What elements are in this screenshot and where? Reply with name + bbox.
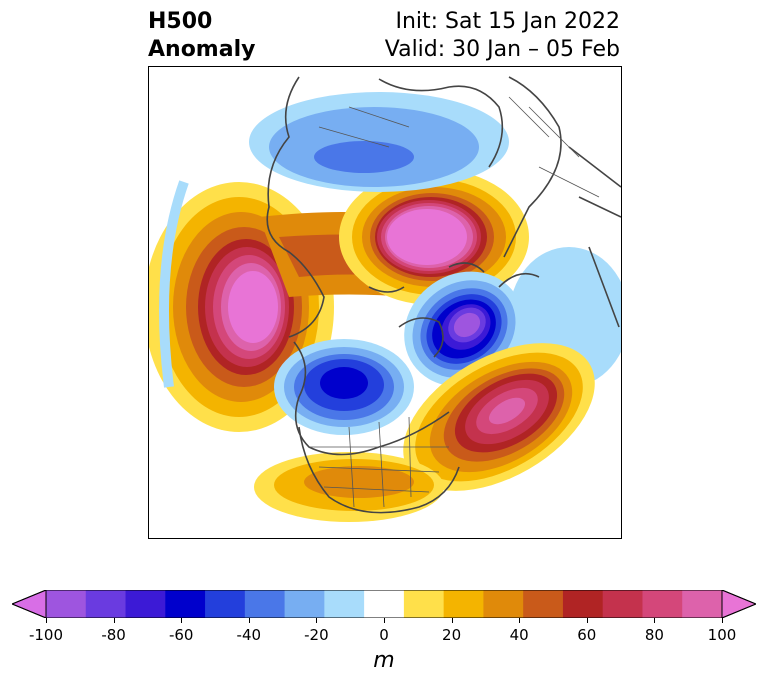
extend-max-arrow-icon — [721, 590, 756, 618]
colorbar-tick-label: 20 — [442, 626, 462, 644]
colorbar-units: m — [373, 648, 395, 673]
title-field: Anomaly — [148, 37, 256, 62]
colorbar-cell — [682, 590, 723, 618]
colorbar-cell — [165, 590, 206, 618]
colorbar-cell — [284, 590, 325, 618]
us-ridge-band — [254, 452, 444, 522]
colorbar-tick-mark — [722, 618, 723, 623]
colorbar-tick-mark — [384, 618, 385, 623]
colorbar-tick-mark — [586, 618, 588, 623]
colorbar-cell — [324, 590, 365, 618]
pacific-ridge — [149, 182, 334, 432]
colorbar-cell — [46, 590, 87, 618]
colorbar-cell — [602, 590, 643, 618]
colorbar-cell — [244, 590, 286, 618]
colorbar-tick-mark — [181, 618, 183, 623]
colorbar-tick-label: -80 — [101, 626, 126, 644]
anomaly-map — [148, 66, 622, 539]
colorbar-tick-label: 80 — [644, 626, 664, 644]
colorbar-tick-mark — [46, 618, 47, 623]
colorbar-cell — [443, 590, 484, 618]
borders — [309, 96, 600, 508]
valid-range: Valid: 30 Jan – 05 Feb — [384, 37, 620, 62]
colorbar-tick-mark — [519, 618, 521, 623]
colorbar-tick-label: 0 — [379, 626, 389, 644]
colorbar-tick-mark — [248, 618, 250, 623]
colorbar-tick-label: -100 — [28, 626, 64, 644]
colorbar-cell — [642, 590, 683, 618]
canada-trough — [274, 339, 414, 435]
atlantic-ridge — [403, 343, 595, 491]
map-dates: Init: Sat 15 Jan 2022 Valid: 30 Jan – 05… — [385, 8, 620, 64]
colorbar-cell — [85, 590, 127, 618]
colorbar-tick-label: 40 — [509, 626, 529, 644]
colorbar-cell — [483, 590, 524, 618]
siberia-trough — [249, 92, 509, 192]
colorbar-cell — [205, 590, 246, 618]
colorbar-cell — [523, 590, 564, 618]
map-canvas — [149, 76, 621, 522]
extend-min-arrow-icon — [12, 590, 47, 618]
colorbar-tick-label: -20 — [304, 626, 329, 644]
colorbar-cell — [364, 590, 405, 618]
colorbar-cell — [403, 590, 445, 618]
colorbar-tick-mark — [316, 618, 318, 623]
colorbar-cell — [562, 590, 604, 618]
colorbar-tick-label: 100 — [707, 626, 737, 644]
init-date: Init: Sat 15 Jan 2022 — [395, 9, 620, 34]
map-title: H500 Anomaly — [148, 8, 255, 64]
colorbar-tick-label: -60 — [168, 626, 194, 644]
colorbar-tick-mark — [451, 618, 453, 623]
colorbar-tick-mark — [113, 618, 115, 623]
colorbar-tick-label: -40 — [236, 626, 262, 644]
colorbar-tick-mark — [654, 618, 656, 623]
title-variable: H500 — [148, 9, 213, 34]
colorbar-cell — [125, 590, 166, 618]
colorbar — [12, 590, 756, 618]
colorbar-tick-label: 60 — [577, 626, 597, 644]
